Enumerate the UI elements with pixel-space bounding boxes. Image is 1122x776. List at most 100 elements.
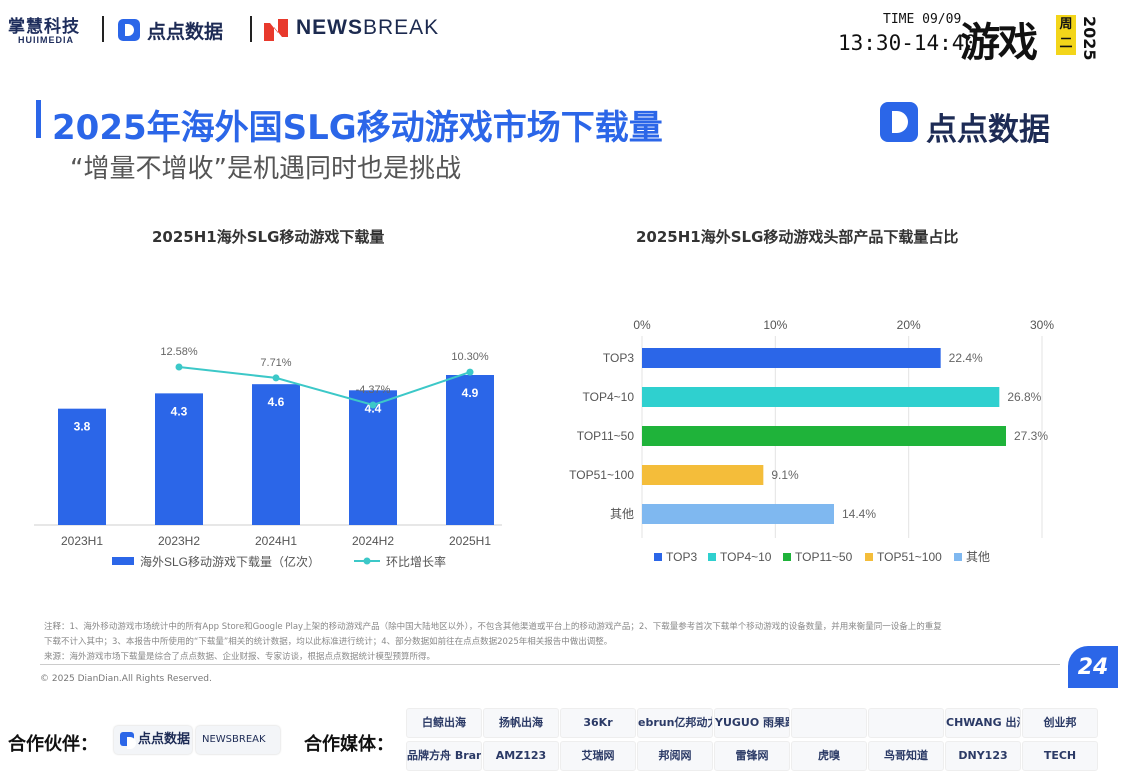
x-tick-label: 2024H1 — [255, 534, 297, 548]
diandian-brand-text: 点点数据 — [926, 112, 1050, 148]
newsbreak-logo-text: NEWSBREAK — [296, 16, 439, 40]
media-logo: CHWANG 出海网 — [945, 708, 1021, 738]
slide-subtitle: “增量不增收”是机遇同时也是挑战 — [70, 154, 461, 184]
session-year: 2025 — [1080, 16, 1099, 61]
category-label: TOP51~100 — [569, 468, 634, 482]
newsbreak-logo-rest: BREAK — [363, 16, 440, 39]
partner-newsbreak: NEWSBREAK — [196, 726, 280, 754]
bar — [642, 504, 834, 524]
bar — [155, 393, 203, 525]
growth-rate-label: 7.71% — [260, 357, 291, 369]
bar-value-label: 27.3% — [1014, 429, 1048, 443]
huimedia-logo: 掌慧科技 — [8, 17, 80, 37]
legend-swatch — [654, 553, 662, 561]
page-number: 24 — [1068, 646, 1118, 688]
x-tick-label: 30% — [1030, 318, 1054, 332]
media-logo: 鸟哥知道 — [868, 741, 944, 771]
bar — [642, 465, 764, 485]
media-logo: ebrun亿邦动力 — [637, 708, 713, 738]
bar-value-label: 22.4% — [949, 351, 983, 365]
bar-value-label: 4.3 — [171, 404, 188, 418]
bar — [642, 348, 941, 368]
category-label: TOP11~50 — [577, 429, 635, 443]
media-logo: 创业邦 — [1022, 708, 1098, 738]
legend-bar-label: 海外SLG移动游戏下载量（亿次） — [140, 554, 320, 569]
bar — [252, 384, 300, 525]
media-logo: 白鲸出海 — [406, 708, 482, 738]
x-tick-label: 20% — [897, 318, 921, 332]
media-logo: 艾瑞网 — [560, 741, 636, 771]
bar-value-label: 3.8 — [74, 420, 91, 434]
bar — [642, 387, 1000, 407]
right-chart-title: 2025H1海外SLG移动游戏头部产品下载量占比 — [636, 228, 959, 246]
media-label: 合作媒体： — [304, 734, 394, 755]
media-logo: 品牌方舟 BrandArk — [406, 741, 482, 771]
legend-line-marker — [363, 557, 371, 565]
header-divider — [102, 16, 104, 42]
left-chart-title: 2025H1海外SLG移动游戏下载量 — [152, 228, 385, 246]
title-accent-bar — [36, 100, 41, 138]
newsbreak-logo-bold: NEWS — [296, 16, 363, 39]
diandian-logo-icon — [118, 19, 140, 41]
download-volume-chart: 3.82023H14.32023H24.62024H14.42024H24.92… — [34, 346, 502, 569]
media-logo: 扬帆出海 — [483, 708, 559, 738]
media-logo: 雷锋网 — [714, 741, 790, 771]
media-logo: 邦阅网 — [637, 741, 713, 771]
x-tick-label: 10% — [763, 318, 787, 332]
growth-rate-point — [175, 363, 183, 371]
media-logo: AMZ123 — [483, 741, 559, 771]
footnote-source: 来源：海外游戏市场下载量是综合了点点数据、企业财报、专家访谈，根据点点数据统计模… — [44, 652, 436, 662]
header-divider — [250, 16, 252, 42]
bar — [642, 426, 1006, 446]
session-time-range: 13:30-14:40 — [838, 31, 978, 55]
bar — [58, 408, 106, 525]
session-time-label: TIME 09/09 — [883, 12, 962, 27]
head-product-share-chart: 0% 10% 20% 30% TOP3 22.4% TOP4~10 26.8% TOP11~50… — [569, 318, 1054, 564]
partners-label: 合作伙伴： — [8, 734, 98, 755]
x-tick-label: 2023H1 — [61, 534, 103, 548]
weekday-badge: 周二 — [1056, 15, 1076, 55]
media-logo: 虎嗅 — [791, 741, 867, 771]
legend-bar-swatch — [112, 557, 134, 565]
bar-value-label: 14.4% — [842, 507, 876, 521]
legend-swatch — [708, 553, 716, 561]
footnote-line-2: 下载不计入其中；3、本报告中所使用的“下载量”相关的统计数据，均以此标准进行统计… — [44, 637, 613, 647]
bar — [349, 390, 397, 525]
x-tick-label: 2024H2 — [352, 534, 394, 548]
media-logo: YUGUO 雨果跨境 — [714, 708, 790, 738]
bar-value-label: 9.1% — [771, 468, 799, 482]
partner-diandian: 点点数据 — [114, 726, 192, 754]
huimedia-logo-subtext: HUIIMEDIA — [18, 35, 74, 45]
bar-value-label: 4.6 — [268, 395, 285, 409]
legend-label: TOP11~50 — [795, 550, 853, 564]
partner-name: 点点数据 — [138, 732, 191, 747]
media-logo: 36Kr — [560, 708, 636, 738]
category-label: 其他 — [610, 507, 634, 521]
legend-label: 其他 — [966, 550, 990, 564]
partner-name: NEWSBREAK — [202, 734, 266, 745]
footer-divider — [40, 664, 1060, 665]
x-tick-label: 0% — [633, 318, 651, 332]
diandian-logo-text: 点点数据 — [147, 21, 224, 43]
category-label: TOP4~10 — [583, 390, 635, 404]
x-tick-label: 2023H2 — [158, 534, 200, 548]
growth-rate-line — [178, 366, 471, 407]
growth-rate-label: -4.37% — [356, 384, 391, 396]
session-name: 游戏 — [960, 20, 1038, 66]
legend-label: TOP4~10 — [720, 550, 772, 564]
bar-value-label: 26.8% — [1007, 390, 1041, 404]
growth-rate-point — [466, 368, 474, 376]
media-logo: DNY123 — [945, 741, 1021, 771]
diandian-partner-icon — [120, 732, 136, 749]
growth-rate-point — [369, 401, 377, 409]
growth-rate-label: 10.30% — [451, 351, 489, 363]
legend-swatch — [865, 553, 873, 561]
media-logo: TECH — [1022, 741, 1098, 771]
growth-rate-point — [272, 374, 280, 382]
legend-line-label: 环比增长率 — [386, 554, 446, 569]
legend-label: TOP3 — [666, 550, 697, 564]
x-tick-label: 2025H1 — [449, 534, 491, 548]
legend-label: TOP51~100 — [877, 550, 942, 564]
legend-swatch — [783, 553, 791, 561]
